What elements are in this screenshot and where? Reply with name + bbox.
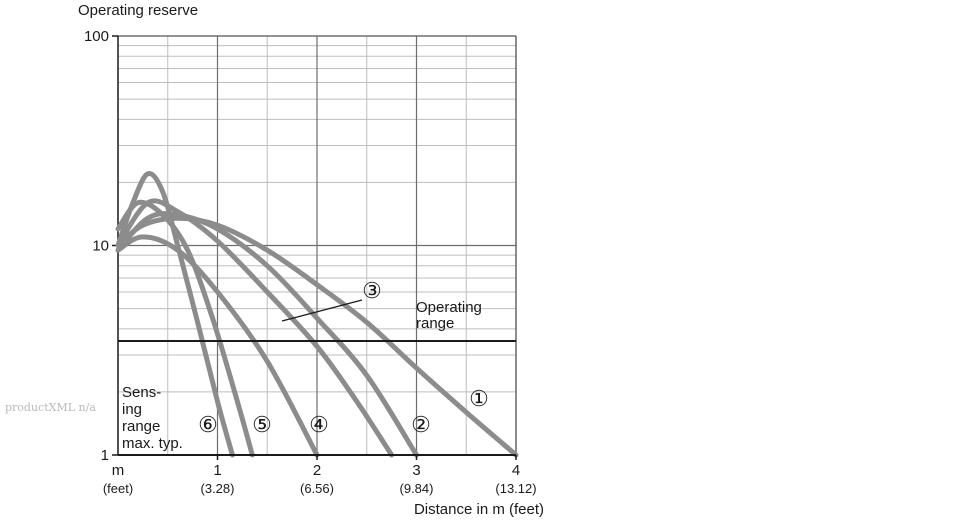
x-unit-label: m bbox=[112, 462, 125, 479]
x-unit-sublabel: (feet) bbox=[103, 481, 133, 496]
x-tick-sublabel: (13.12) bbox=[495, 481, 536, 496]
x-tick-label: 3 bbox=[412, 462, 420, 479]
x-tick-sublabel: (3.28) bbox=[201, 481, 235, 496]
x-tick-label: 2 bbox=[313, 462, 321, 479]
series-line-4 bbox=[115, 234, 320, 458]
series-marker-5: ⑤ bbox=[252, 412, 272, 437]
y-tick-label: 10 bbox=[92, 238, 109, 255]
x-tick-sublabel: (9.84) bbox=[400, 481, 434, 496]
callout-leader-line bbox=[281, 299, 363, 322]
x-tick-label: 4 bbox=[512, 462, 520, 479]
x-tick-label: 1 bbox=[213, 462, 221, 479]
series-marker-6: ⑥ bbox=[198, 412, 218, 437]
series-marker-1: ① bbox=[469, 386, 489, 411]
x-axis-label: Distance in m (feet) bbox=[414, 501, 544, 518]
y-axis-label: Operating reserve bbox=[78, 2, 198, 19]
series-line-2 bbox=[115, 211, 419, 458]
series-marker-4: ④ bbox=[309, 412, 329, 437]
operating-range-label-line2: range bbox=[416, 315, 454, 332]
watermark: productXML n/a bbox=[5, 401, 96, 414]
sensing-range-label-line2: ing bbox=[122, 401, 142, 418]
x-tick-sublabel: (6.56) bbox=[300, 481, 334, 496]
series-line-3 bbox=[115, 198, 395, 458]
y-tick-label: 100 bbox=[84, 28, 109, 45]
series-marker-3: ③ bbox=[362, 278, 382, 303]
sensing-range-label-line3: range bbox=[122, 418, 160, 435]
sensing-range-label-line4: max. typ. bbox=[122, 435, 183, 452]
series-line-1 bbox=[115, 215, 519, 458]
sensing-range-label-line1: Sens- bbox=[122, 384, 161, 401]
operating-range-label-line1: Operating bbox=[416, 299, 482, 316]
series-line-5 bbox=[115, 199, 255, 458]
y-tick-label: 1 bbox=[101, 447, 109, 464]
series-marker-2: ② bbox=[411, 412, 431, 437]
series-line-6 bbox=[115, 171, 235, 458]
